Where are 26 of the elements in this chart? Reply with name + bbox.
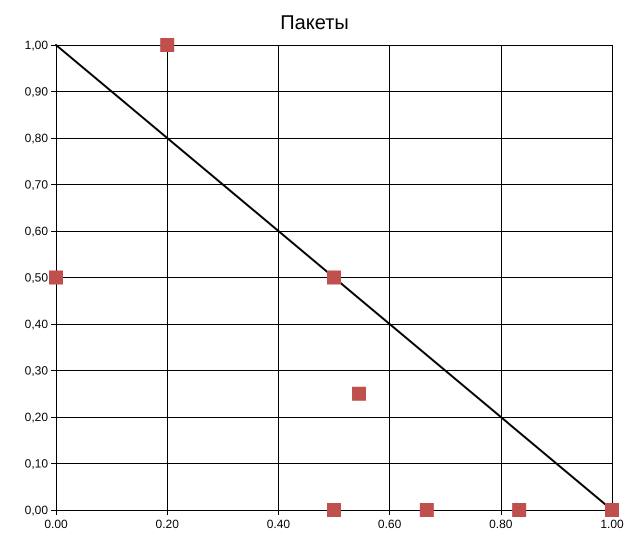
x-tick-label: 0.00 [44, 517, 68, 531]
y-tick-label: 0,40 [24, 317, 48, 331]
y-tick-label: 0,30 [24, 364, 48, 378]
x-tick-label: 0.80 [489, 517, 513, 531]
point [49, 270, 63, 284]
y-tick-label: 0,50 [24, 270, 48, 284]
x-tick-label: 0.20 [156, 517, 180, 531]
point [327, 270, 341, 284]
point [512, 503, 526, 517]
point [420, 503, 434, 517]
y-tick-label: 1,00 [24, 38, 48, 52]
y-tick-label: 0,60 [24, 224, 48, 238]
y-tick-label: 0,90 [24, 84, 48, 98]
y-tick-label: 0,20 [24, 410, 48, 424]
point [327, 503, 341, 517]
y-tick-label: 0,00 [24, 503, 48, 517]
point [352, 386, 366, 401]
x-tick-label: 0.40 [266, 517, 290, 531]
y-tick-label: 0,70 [24, 178, 48, 192]
x-tick-label: 1.00 [600, 517, 624, 531]
point [605, 503, 619, 517]
x-tick-label: 0.60 [378, 517, 402, 531]
y-tick-label: 0,10 [24, 456, 48, 470]
y-tick-label: 0,80 [24, 131, 48, 145]
point [160, 38, 174, 52]
chart-title: Пакеты [280, 12, 349, 34]
